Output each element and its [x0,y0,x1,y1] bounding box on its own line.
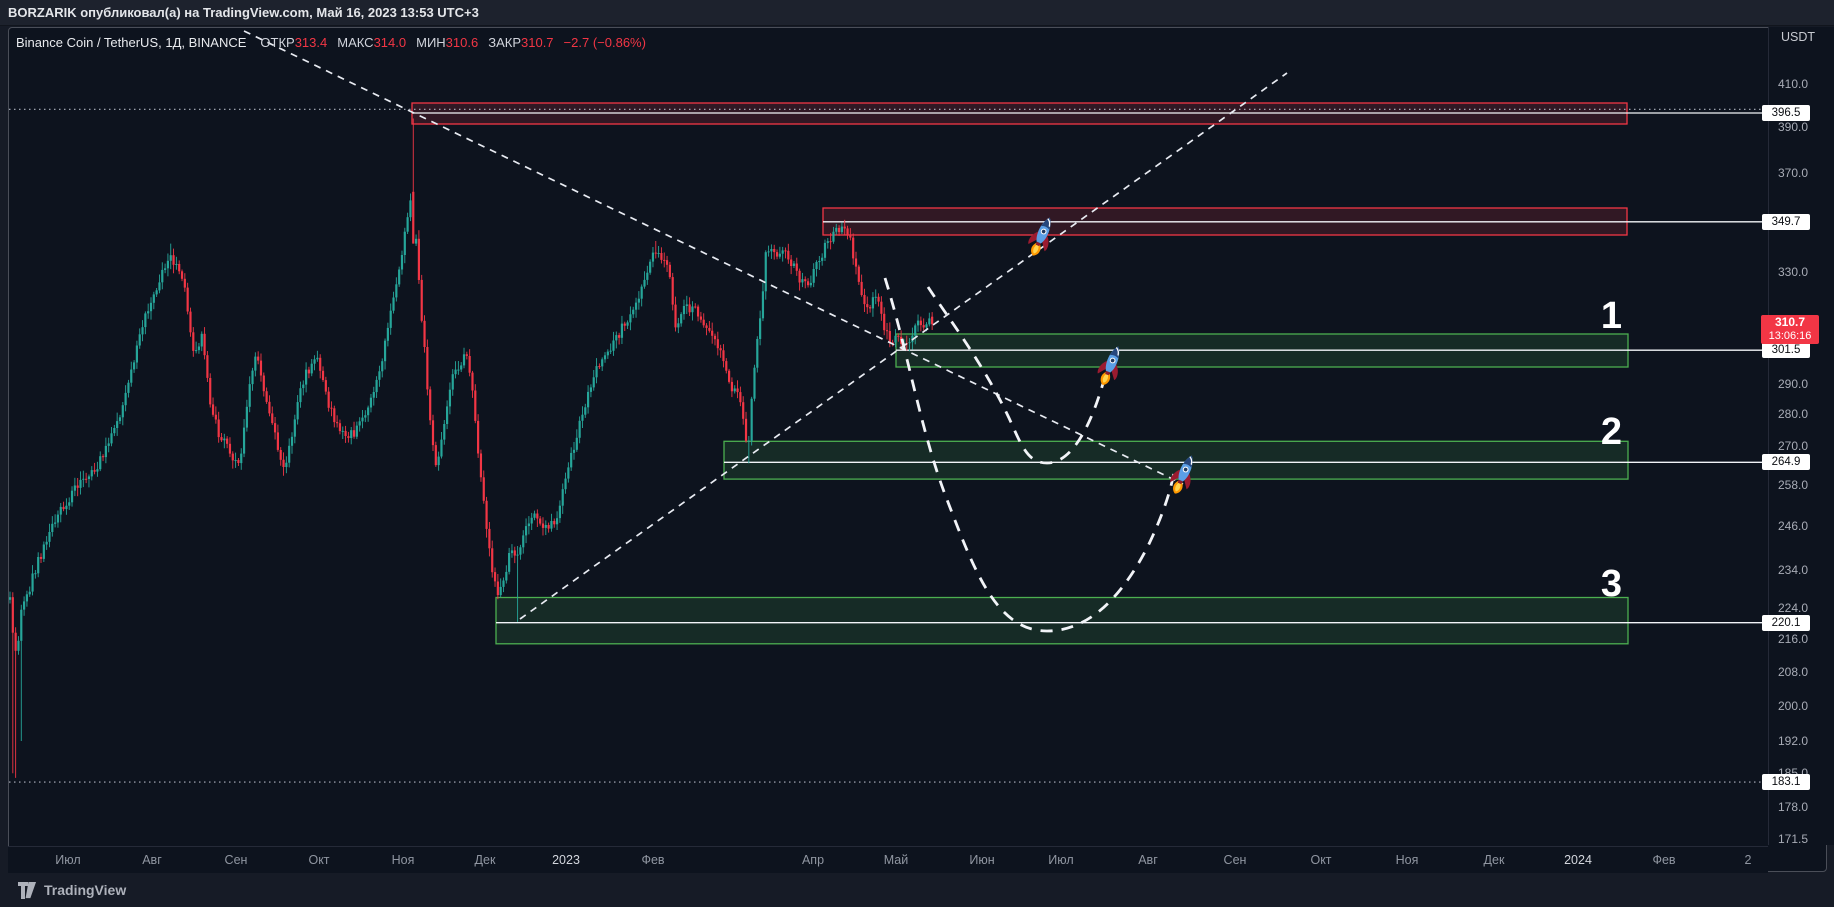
time-tick: Авг [142,853,162,867]
price-tick: 178.0 [1778,800,1809,814]
price-tick: 330.0 [1778,265,1809,279]
projection-curve-deep[interactable] [883,277,1177,633]
time-tick-year: 2024 [1564,853,1592,867]
open-value: 313.4 [294,34,328,50]
time-tick: Июн [969,853,995,867]
time-tick: Окт [308,853,330,867]
rocket-icon [1097,346,1120,385]
candlestick-series[interactable] [9,118,934,778]
price-tick: 224.0 [1778,601,1809,615]
price-tick: 270.0 [1778,439,1809,453]
close-value: 310.7 [521,34,554,50]
time-tick-year: 2023 [552,853,580,867]
publish-text: BORZARIK опубликовал(а) на TradingView.c… [8,5,479,20]
tradingview-logo-icon [18,881,37,899]
symbol-title: Binance Coin / TetherUS, 1Д, BINANCE [16,34,247,50]
time-tick: 2 [1744,853,1752,867]
drawing-price-label: 349.7 [1762,214,1810,230]
rocket-icon [1170,455,1193,494]
price-tick: 410.0 [1778,77,1809,91]
time-tick: Апр [801,853,825,867]
time-tick: Фев [1652,853,1676,867]
drawing-price-label: 396.5 [1762,105,1810,121]
zone-number-1: 1 [1601,295,1622,337]
price-tick: 208.0 [1778,665,1809,679]
publish-bar: BORZARIK опубликовал(а) на TradingView.c… [0,0,1834,26]
descending-trendline[interactable] [243,30,1184,485]
projection-curve-shallow[interactable] [926,286,1106,465]
zone-number-2: 2 [1601,411,1622,453]
chart-widget [8,27,1827,872]
drawing-price-label: 220.1 [1762,615,1810,631]
price-tick: 280.0 [1778,407,1809,421]
time-tick: Фев [641,853,665,867]
open-label: ОТКР [260,34,295,50]
time-tick: Ноя [391,853,415,867]
price-tick: 216.0 [1778,632,1809,646]
current-price-value: 310.7 [1774,315,1806,329]
rocket-icon [1028,217,1051,256]
price-tick: 234.0 [1778,563,1809,577]
drawing-price-label: 301.5 [1762,342,1810,358]
time-axis[interactable]: Июл Авг Сен Окт Ноя Дек 2023 Фев Апр Май Июн Июл Авг… [8,846,1768,873]
chart-plot-area[interactable]: 1 2 3 [8,27,1768,845]
time-tick: Ноя [1395,853,1419,867]
time-tick: Дек [474,853,496,867]
time-tick: Май [883,853,909,867]
price-tick: 290.0 [1778,377,1809,391]
time-tick: Сен [224,853,248,867]
drawing-price-label: 183.1 [1762,774,1810,790]
tradingview-logo-text: TradingView [44,882,127,898]
high-value: 314.0 [373,34,407,50]
zone-number-3: 3 [1601,563,1622,605]
low-label: МИН [416,34,446,50]
price-tick: 258.0 [1778,478,1809,492]
drawing-price-label: 264.9 [1762,454,1810,470]
price-tick: 370.0 [1778,166,1809,180]
low-value: 310.6 [445,34,479,50]
time-tick: Июл [1048,853,1074,867]
price-tick: 390.0 [1778,120,1809,134]
time-tick: Июл [55,853,81,867]
demand-zone-220[interactable] [495,596,1629,645]
time-tick: Дек [1483,853,1505,867]
high-label: МАКС [337,34,374,50]
current-price-label: 310.7 13:06:16 [1761,315,1819,344]
price-tick: 171.5 [1778,832,1809,846]
price-tick: 200.0 [1778,699,1809,713]
price-tick: 192.0 [1778,734,1809,748]
price-axis[interactable]: 310.7 13:06:16 410.0 390.0 370.0 330.0 290.0… [1761,27,1834,846]
time-tick: Авг [1138,853,1158,867]
change-value: −2.7 (−0.86%) [563,34,646,50]
footer-bar: TradingView [0,873,1834,907]
time-tick: Сен [1223,853,1247,867]
close-label: ЗАКР [488,34,521,50]
axis-currency-label: USDT [1780,30,1816,44]
time-tick: Окт [1310,853,1332,867]
price-tick: 246.0 [1778,519,1809,533]
bar-countdown: 13:06:16 [1768,330,1812,342]
symbol-legend[interactable]: Binance Coin / TetherUS, 1Д, BINANCE ОТК… [16,33,646,51]
